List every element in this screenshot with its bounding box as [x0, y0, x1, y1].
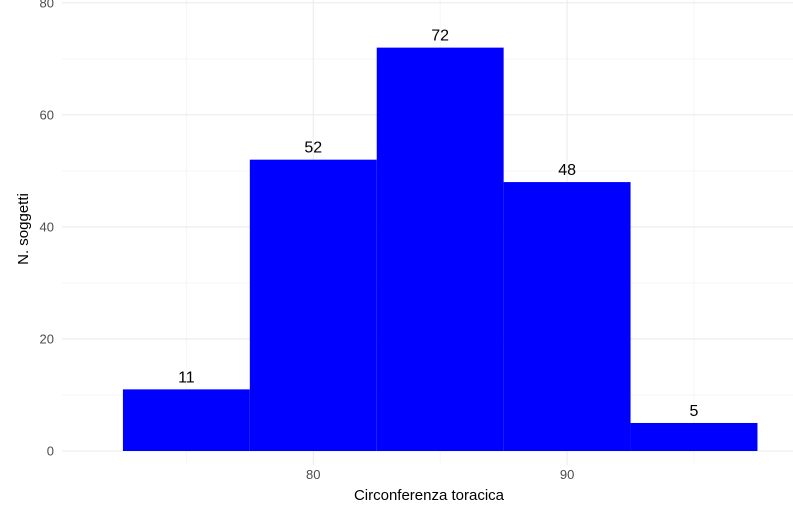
bar-value-label: 11	[178, 369, 195, 386]
bars	[122, 47, 758, 451]
bar-value-label: 48	[558, 162, 576, 179]
histogram-bar	[249, 159, 377, 451]
x-axis-title: Circonferenza toracica	[354, 487, 505, 504]
y-axis-ticks: 0 20 40 60 80	[40, 0, 54, 458]
data-labels: 11 52 72 48 5	[178, 28, 698, 420]
x-axis-ticks: 80 90	[306, 467, 574, 482]
y-tick-label: 80	[40, 0, 54, 10]
x-tick-label: 90	[560, 467, 574, 482]
histogram-bar	[122, 389, 250, 451]
y-tick-label: 40	[40, 219, 54, 234]
y-axis-title: N. soggetti	[15, 193, 32, 265]
bar-value-label: 5	[690, 403, 699, 420]
x-tick-label: 80	[306, 467, 320, 482]
y-tick-label: 60	[40, 107, 54, 122]
histogram-bar	[376, 47, 504, 451]
histogram-bar	[503, 182, 631, 451]
histogram-bar	[630, 422, 758, 451]
y-tick-label: 20	[40, 331, 54, 346]
bar-value-label: 72	[431, 28, 449, 45]
bar-value-label: 52	[304, 140, 322, 157]
y-tick-label: 0	[47, 443, 54, 458]
